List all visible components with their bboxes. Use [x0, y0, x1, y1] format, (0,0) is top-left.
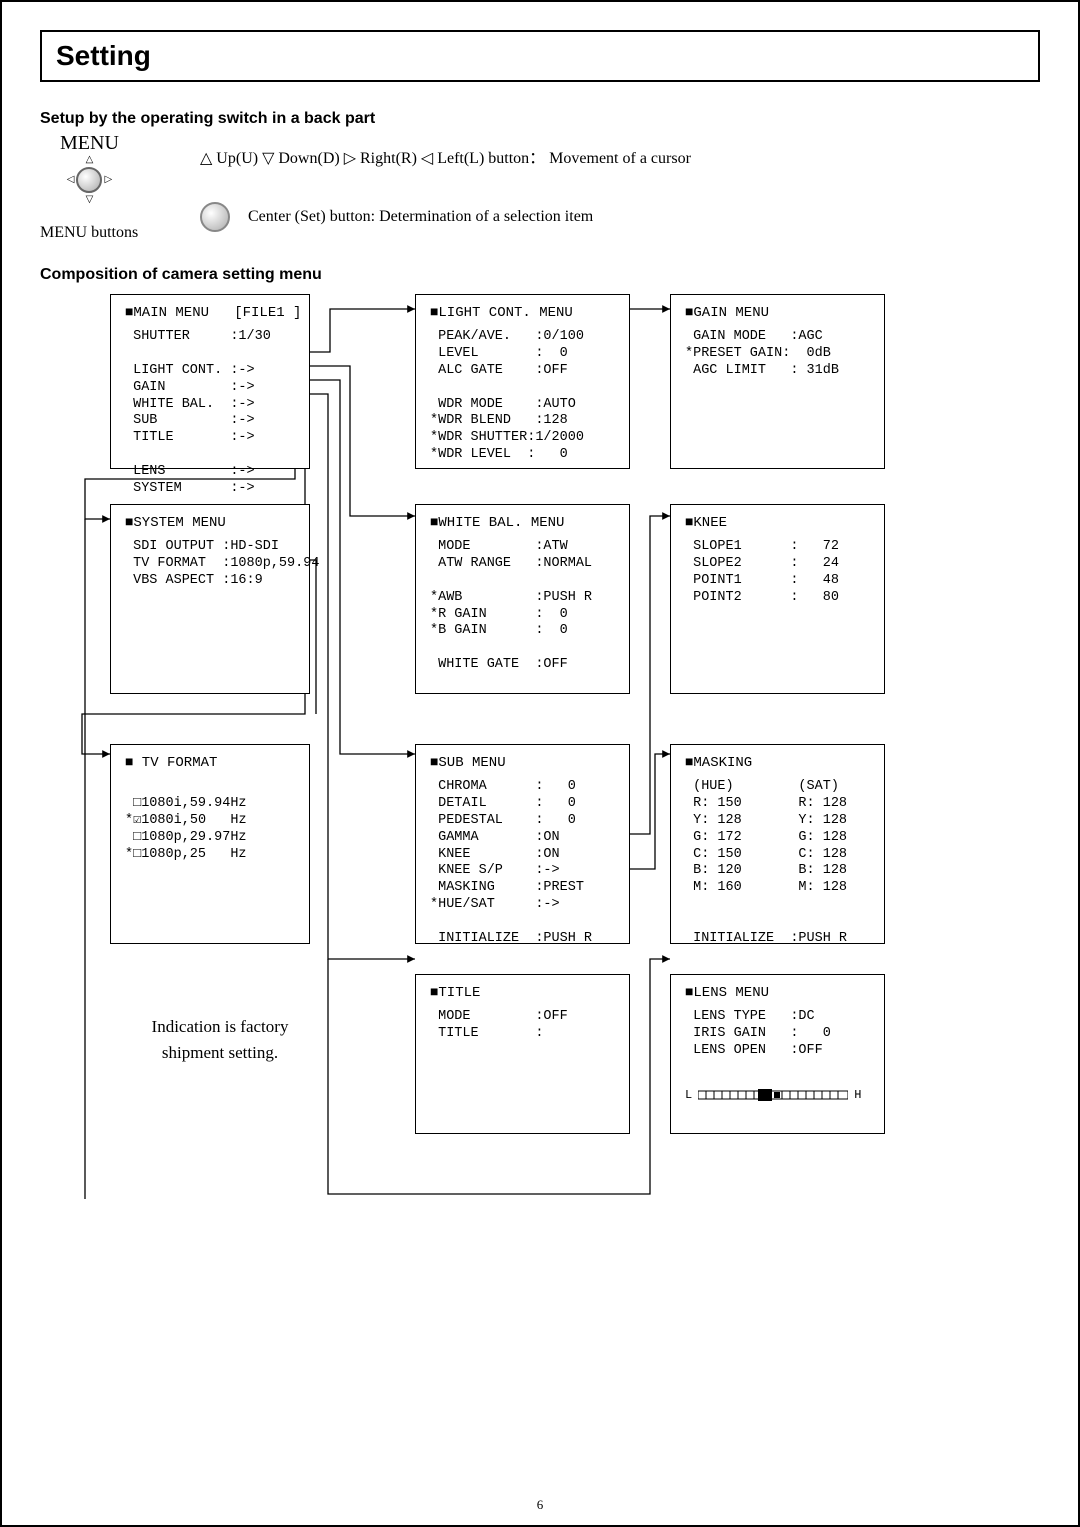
- system-menu-title: ■SYSTEM MENU: [125, 515, 295, 531]
- switch-heading: Setup by the operating switch in a back …: [40, 110, 1040, 128]
- lens-slider: L H: [685, 1088, 870, 1102]
- composition-heading: Composition of camera setting menu: [40, 266, 1040, 284]
- menu-word: MENU: [60, 132, 119, 155]
- lens-menu-body: LENS TYPE :DC IRIS GAIN : 0 LENS OPEN :O…: [685, 1009, 870, 1060]
- knee-title: ■KNEE: [685, 515, 870, 531]
- light-cont-body: PEAK/AVE. :0/100 LEVEL : 0 ALC GATE :OFF…: [430, 329, 615, 464]
- masking-title: ■MASKING: [685, 755, 870, 771]
- gain-menu-body: GAIN MODE :AGC *PRESET GAIN: 0dB AGC LIM…: [685, 329, 870, 380]
- switch-area: MENU △ ◁ ▷ ▽ MENU buttons △ Up(U) ▽ Down…: [40, 138, 1040, 258]
- masking-body: (HUE) (SAT) R: 150 R: 128 Y: 128 Y: 128 …: [685, 779, 870, 948]
- light-cont-box: ■LIGHT CONT. MENU PEAK/AVE. :0/100 LEVEL…: [415, 294, 630, 469]
- menu-diagram: ■MAIN MENU [FILE1 ] SHUTTER :1/30 LIGHT …: [70, 294, 1000, 1314]
- title-menu-box: ■TITLE MODE :OFF TITLE :: [415, 974, 630, 1134]
- sub-menu-body: CHROMA : 0 DETAIL : 0 PEDESTAL : 0 GAMMA…: [430, 779, 615, 948]
- knee-body: SLOPE1 : 72 SLOPE2 : 24 POINT1 : 48 POIN…: [685, 539, 870, 607]
- lens-slider-H: H: [854, 1088, 861, 1102]
- lens-menu-title: ■LENS MENU: [685, 985, 870, 1001]
- center-line: Center (Set) button: Determination of a …: [248, 208, 593, 226]
- center-button-icon: [200, 202, 230, 232]
- title-menu-body: MODE :OFF TITLE :: [430, 1009, 615, 1043]
- lens-slider-L: L: [685, 1088, 692, 1102]
- up-triangle-icon: △: [60, 155, 119, 165]
- tv-format-title: ■ TV FORMAT: [125, 755, 295, 771]
- title-frame: Setting: [40, 30, 1040, 82]
- left-triangle-icon: ◁: [67, 175, 75, 185]
- sub-menu-box: ■SUB MENU CHROMA : 0 DETAIL : 0 PEDESTAL…: [415, 744, 630, 944]
- system-menu-box: ■SYSTEM MENU SDI OUTPUT :HD-SDI TV FORMA…: [110, 504, 310, 694]
- light-cont-title: ■LIGHT CONT. MENU: [430, 305, 615, 321]
- tv-format-box: ■ TV FORMAT □1080i,59.94Hz *☑1080i,50 Hz…: [110, 744, 310, 944]
- page-title: Setting: [56, 40, 1024, 72]
- right-triangle-icon: ▷: [104, 175, 112, 185]
- title-menu-title: ■TITLE: [430, 985, 615, 1001]
- down-triangle-icon: ▽: [60, 195, 119, 205]
- white-bal-body: MODE :ATW ATW RANGE :NORMAL *AWB :PUSH R…: [430, 539, 615, 674]
- menu-buttons-label: MENU buttons: [40, 224, 138, 242]
- white-bal-box: ■WHITE BAL. MENU MODE :ATW ATW RANGE :NO…: [415, 504, 630, 694]
- direction-line: △ Up(U) ▽ Down(D) ▷ Right(R) ◁ Left(L) b…: [200, 144, 691, 168]
- white-bal-title: ■WHITE BAL. MENU: [430, 515, 615, 531]
- gain-menu-box: ■GAIN MENU GAIN MODE :AGC *PRESET GAIN: …: [670, 294, 885, 469]
- page: Setting Setup by the operating switch in…: [0, 0, 1080, 1527]
- lens-menu-box: ■LENS MENU LENS TYPE :DC IRIS GAIN : 0 L…: [670, 974, 885, 1134]
- masking-box: ■MASKING (HUE) (SAT) R: 150 R: 128 Y: 12…: [670, 744, 885, 944]
- system-menu-body: SDI OUTPUT :HD-SDI TV FORMAT :1080p,59.9…: [125, 539, 295, 590]
- menu-graphic: MENU △ ◁ ▷ ▽: [60, 132, 119, 205]
- knee-box: ■KNEE SLOPE1 : 72 SLOPE2 : 24 POINT1 : 4…: [670, 504, 885, 694]
- switch-text: △ Up(U) ▽ Down(D) ▷ Right(R) ◁ Left(L) b…: [200, 144, 691, 266]
- joystick-icon: [76, 167, 102, 193]
- sub-menu-title: ■SUB MENU: [430, 755, 615, 771]
- page-number: 6: [2, 1497, 1078, 1513]
- main-menu-title: ■MAIN MENU [FILE1 ]: [125, 305, 295, 321]
- main-menu-body: SHUTTER :1/30 LIGHT CONT. :-> GAIN :-> W…: [125, 329, 295, 498]
- tv-format-body: □1080i,59.94Hz *☑1080i,50 Hz □1080p,29.9…: [125, 779, 295, 863]
- gain-menu-title: ■GAIN MENU: [685, 305, 870, 321]
- main-menu-box: ■MAIN MENU [FILE1 ] SHUTTER :1/30 LIGHT …: [110, 294, 310, 469]
- lens-slider-icon: [698, 1088, 848, 1102]
